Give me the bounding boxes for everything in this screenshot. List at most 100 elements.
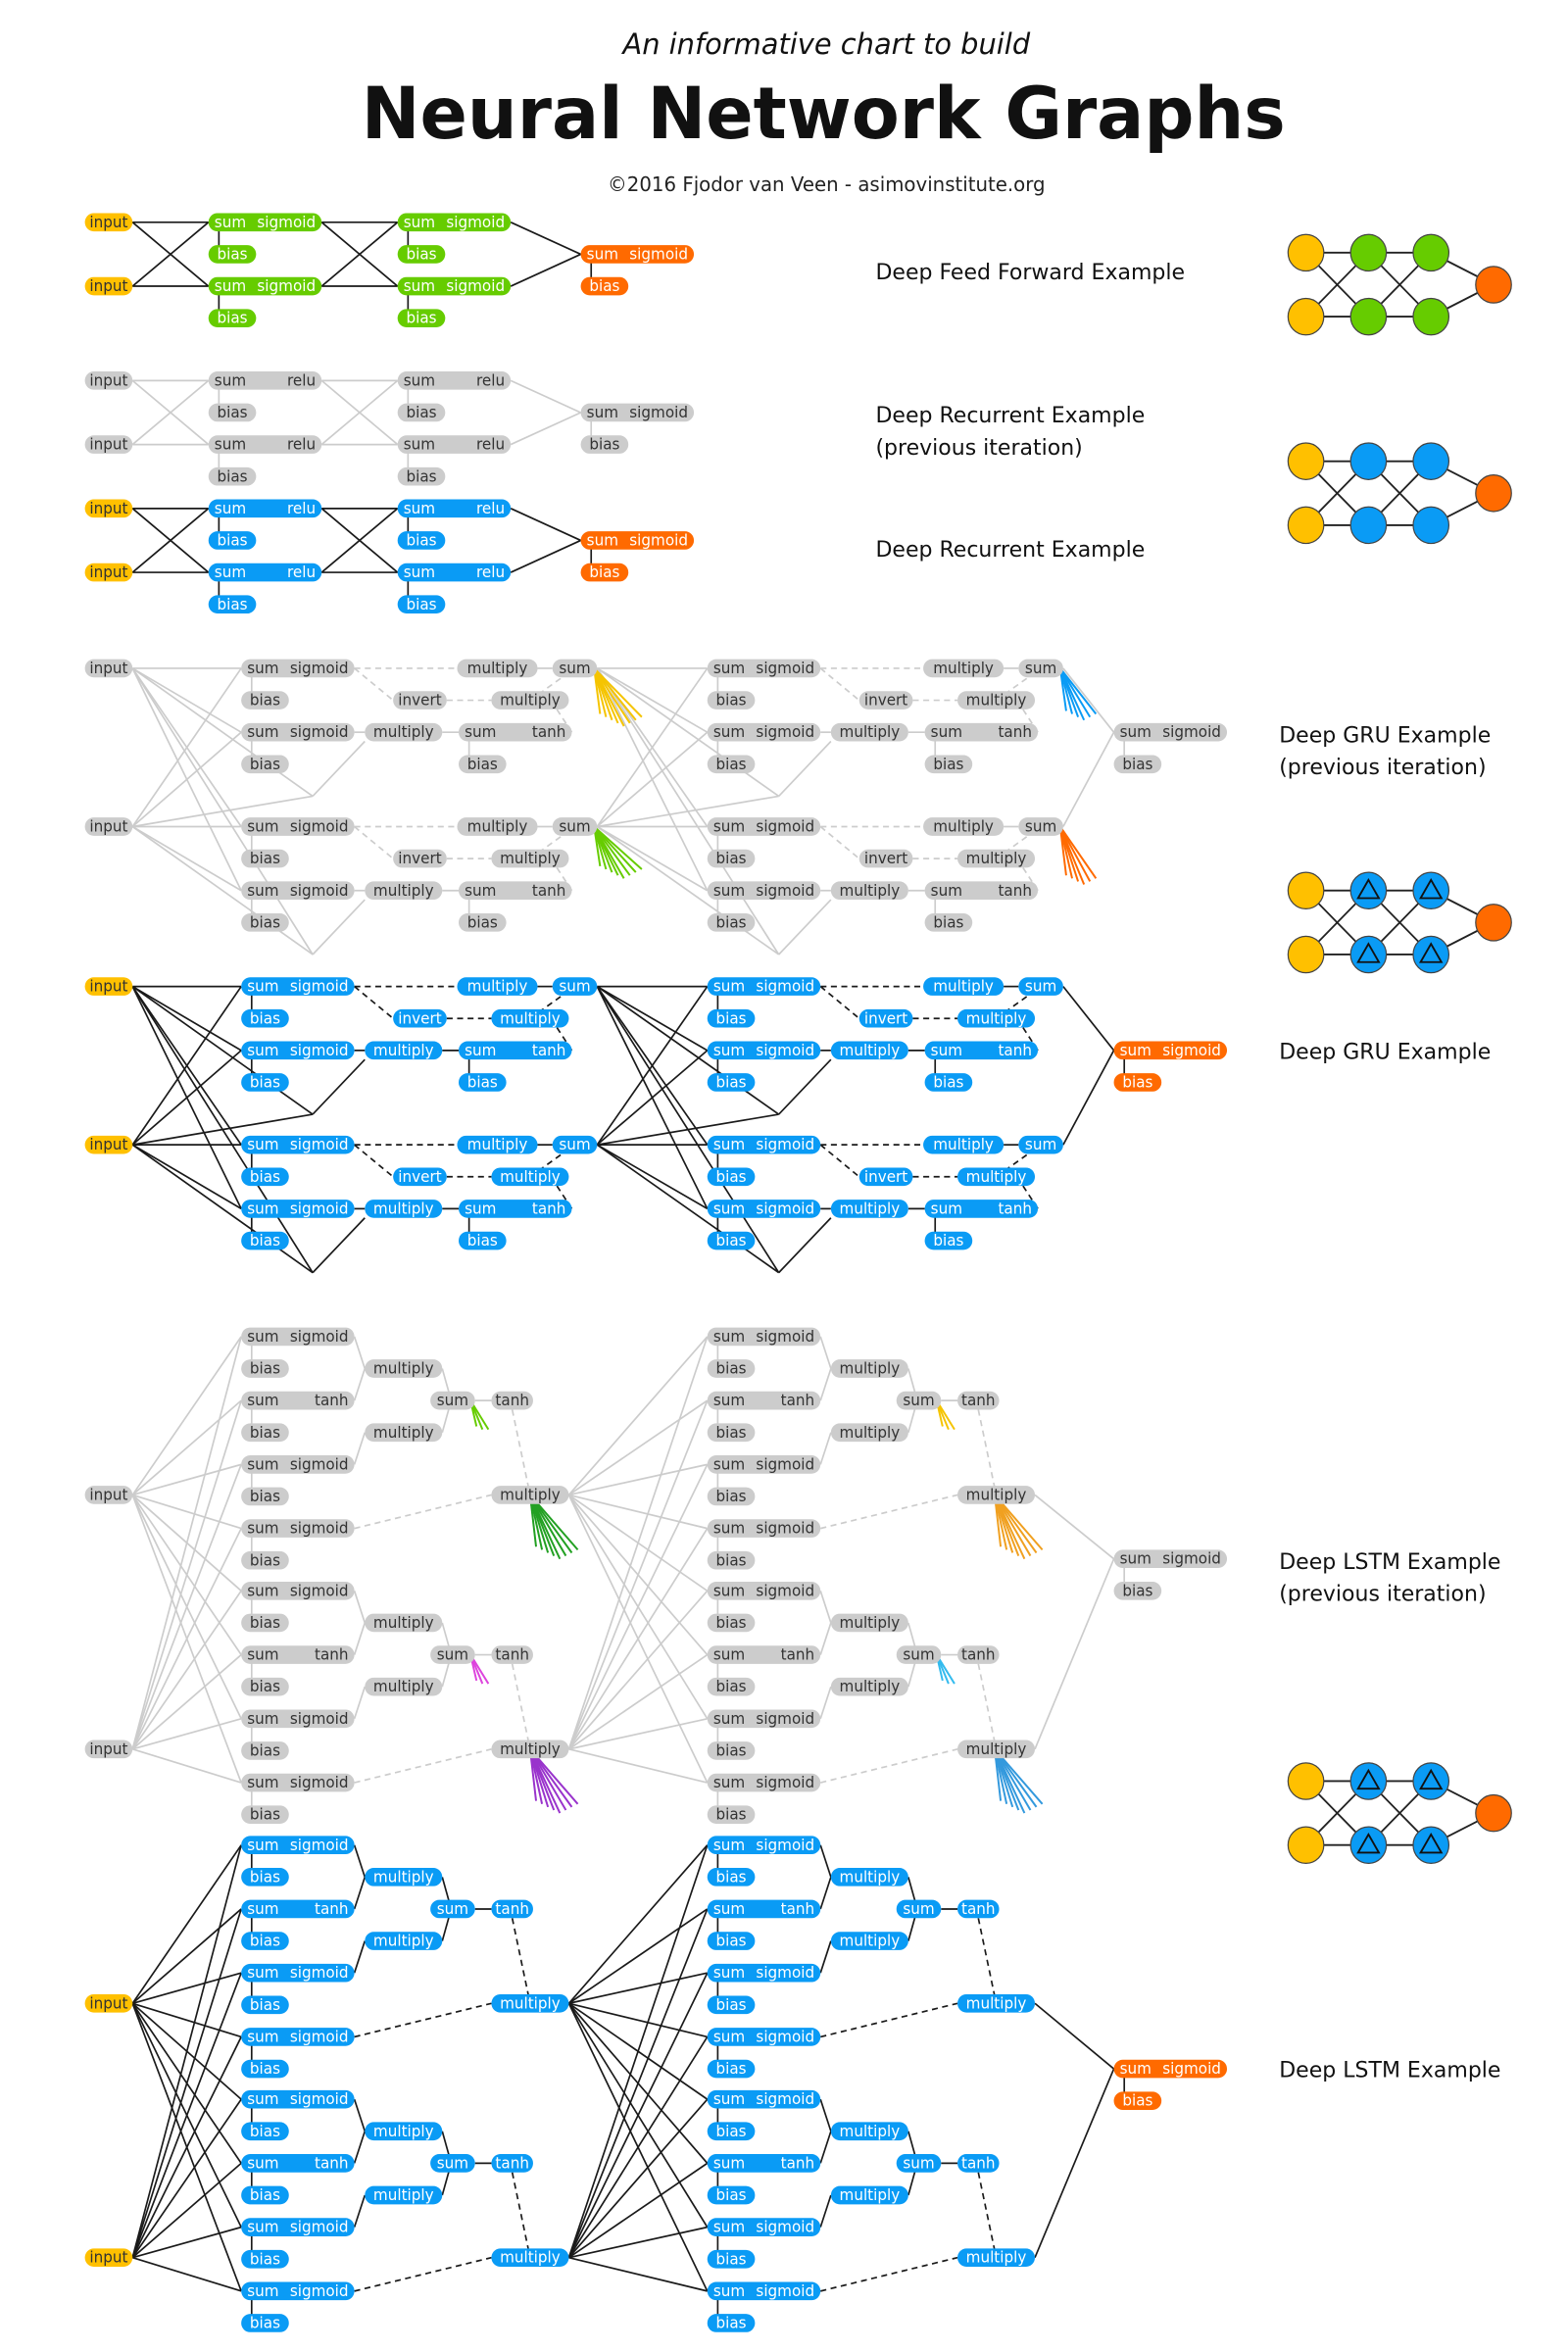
activation-label: sigmoid [756, 1200, 814, 1217]
edge [1062, 1050, 1115, 1146]
sum-label: sum [247, 1520, 278, 1538]
edge [353, 1432, 367, 1465]
input-label: input [89, 1486, 127, 1503]
sum-label: sum [931, 882, 962, 900]
multiply-pill [491, 1993, 569, 2013]
edge [131, 1399, 242, 1496]
input-pill [84, 563, 133, 582]
bias-pill [707, 1995, 756, 2015]
edge [131, 1908, 242, 2258]
icon-cell [1475, 904, 1512, 942]
bias-label: bias [716, 2250, 747, 2268]
multiply-label: multiply [933, 1136, 994, 1153]
bias-label: bias [250, 2186, 280, 2204]
neuron [208, 435, 322, 454]
edge [778, 1217, 832, 1274]
sum-label: sum [1025, 660, 1056, 677]
neuron [707, 1041, 821, 1060]
activation-label: sigmoid [756, 1136, 814, 1153]
multiply-label: multiply [373, 2123, 434, 2140]
fan-line [994, 1748, 1026, 1814]
invert-label: invert [398, 1009, 441, 1027]
neuron [707, 1200, 821, 1218]
neuron [397, 371, 512, 390]
multiply-pill [365, 2185, 443, 2205]
neuron [924, 1041, 1039, 1060]
bias-label: bias [250, 2250, 280, 2268]
edge [1034, 2068, 1115, 2259]
multiply-label: multiply [933, 978, 994, 996]
bias-pill [707, 1613, 756, 1633]
tanh-label: tanh [495, 1645, 529, 1663]
multiply-label: multiply [467, 978, 528, 996]
activation-label: relu [476, 500, 505, 517]
edge [596, 667, 709, 733]
edge [819, 667, 860, 702]
bias-pill [397, 309, 446, 327]
bias-pill [707, 1741, 756, 1760]
edge [131, 1748, 242, 1784]
input-label: input [89, 214, 127, 231]
input-pill [84, 817, 133, 836]
input-label: input [89, 564, 127, 581]
edge [820, 2256, 958, 2292]
icon-cell [1412, 506, 1450, 545]
sum-label: sum [713, 1520, 745, 1538]
bias-pill [707, 913, 756, 932]
sum-label: sum [215, 435, 246, 453]
multiply-label: multiply [373, 1200, 434, 1217]
edge [1034, 1494, 1115, 1560]
edge [819, 1940, 832, 1974]
tanh-label: tanh [495, 1900, 529, 1918]
bias-pill [241, 1868, 289, 1886]
bias-pill [241, 1932, 289, 1950]
sum-label: sum [465, 882, 496, 900]
sum-label: sum [247, 1837, 278, 1854]
bias-pill [458, 755, 507, 774]
neuron [924, 1200, 1039, 1218]
sum-label: sum [713, 2154, 745, 2172]
multiply-pill [491, 1167, 569, 1187]
neuron [707, 817, 821, 836]
bias-pill [241, 1231, 289, 1250]
edge [132, 1463, 242, 1496]
activation-label: sigmoid [756, 723, 814, 741]
edge [597, 795, 779, 828]
edge [131, 1494, 242, 1530]
edge [1062, 986, 1115, 1052]
bias-label: bias [250, 1009, 280, 1027]
bias-pill [707, 1231, 756, 1250]
multiply-pill [957, 1993, 1036, 2013]
activation-label: relu [287, 435, 316, 453]
icon-cell [1349, 442, 1388, 480]
sum-label: sum [713, 1455, 745, 1473]
section-label: Deep LSTM Example [1279, 2057, 1500, 2082]
multiply-pill [830, 1932, 908, 1950]
edge [820, 1748, 958, 1784]
tanh-label: tanh [961, 2154, 996, 2172]
sum-label: sum [1120, 1550, 1152, 1568]
multiply-pill [923, 659, 1004, 678]
sum-label: sum [465, 723, 496, 741]
edge [596, 1050, 709, 1146]
activation-label: relu [476, 435, 505, 453]
bias-pill [707, 691, 756, 710]
edge [778, 899, 832, 956]
icons [1287, 233, 1512, 1864]
bias-label: bias [406, 531, 436, 549]
activation-label: sigmoid [756, 1328, 814, 1346]
edge [353, 1686, 367, 1720]
icon-memory [1356, 1768, 1381, 1790]
activation-label: tanh [315, 1645, 349, 1663]
sum-label: sum [247, 2282, 278, 2300]
multiply-label: multiply [373, 1042, 434, 1059]
bias-pill [208, 595, 257, 614]
edge [510, 539, 581, 573]
multiply-label: multiply [373, 882, 434, 900]
activation-label: sigmoid [290, 2219, 349, 2236]
multiply-pill [957, 691, 1036, 710]
bias-pill [241, 1995, 289, 2015]
edge [353, 2131, 367, 2164]
edge [131, 508, 210, 573]
invert-pill [858, 691, 913, 710]
